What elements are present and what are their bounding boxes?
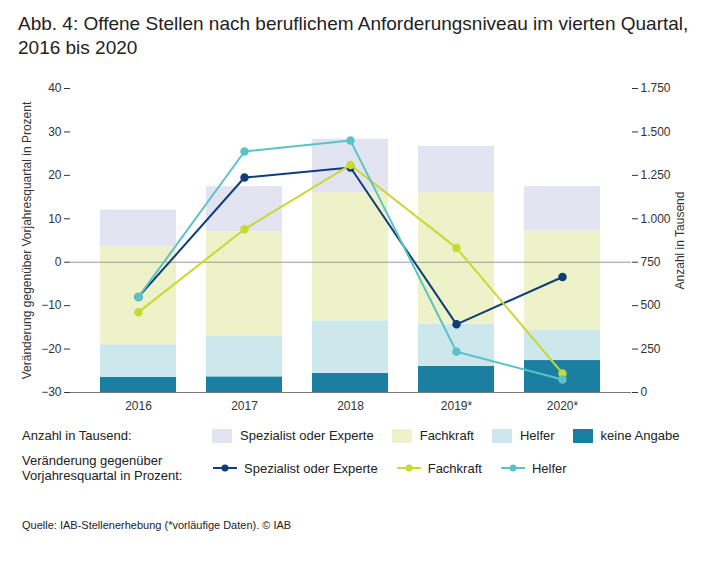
svg-text:10: 10 (48, 212, 62, 226)
svg-text:2017: 2017 (231, 399, 258, 413)
svg-text:1.750: 1.750 (641, 81, 671, 95)
svg-text:−20: −20 (41, 342, 62, 356)
html-text:Fachkraft: Fachkraft (419, 428, 474, 443)
html-text:Spezialist oder Experte: Spezialist oder Experte (244, 460, 378, 476)
svg-text:250: 250 (641, 342, 661, 356)
svg-text:20: 20 (48, 168, 62, 182)
html-text:Helfer: Helfer (531, 460, 567, 476)
svg-text:0: 0 (641, 385, 648, 399)
svg-text:1.250: 1.250 (641, 168, 671, 182)
svg-text:Anzahl in Tausend: Anzahl in Tausend (673, 192, 687, 290)
svg-text:0: 0 (55, 255, 62, 269)
svg-text:500: 500 (641, 298, 661, 312)
svg-text:2019*: 2019* (441, 399, 473, 413)
html-text:Quelle: IAB-Stellenerhebung (*: Quelle: IAB-Stellenerhebung (*vorläufige… (22, 519, 292, 531)
html-text:Abb. 4: Offene Stellen nach be: Abb. 4: Offene Stellen nach beruflichem … (18, 13, 689, 58)
html-text:keine Angabe: keine Angabe (600, 428, 680, 443)
svg-text:1.500: 1.500 (641, 125, 671, 139)
svg-text:Veränderung gegenüber Vorjahre: Veränderung gegenüber Vorjahresquartal i… (20, 101, 34, 379)
svg-text:2018: 2018 (337, 399, 364, 413)
html-text:Spezialist oder Experte: Spezialist oder Experte (240, 428, 374, 443)
svg-text:750: 750 (641, 255, 661, 269)
svg-text:2016: 2016 (125, 399, 152, 413)
html-text:Fachkraft: Fachkraft (427, 460, 482, 476)
html-text:Veränderung gegenüber Vorjahre: Veränderung gegenüber Vorjahresquartal i… (22, 453, 183, 483)
svg-text:1.000: 1.000 (641, 212, 671, 226)
svg-text:2020*: 2020* (547, 399, 579, 413)
html-text:Helfer: Helfer (519, 428, 555, 443)
svg-text:−30: −30 (41, 385, 62, 399)
svg-text:−10: −10 (41, 298, 62, 312)
svg-text:30: 30 (48, 125, 62, 139)
svg-text:40: 40 (48, 81, 62, 95)
html-text:Anzahl in Tausend:: Anzahl in Tausend: (22, 428, 132, 443)
